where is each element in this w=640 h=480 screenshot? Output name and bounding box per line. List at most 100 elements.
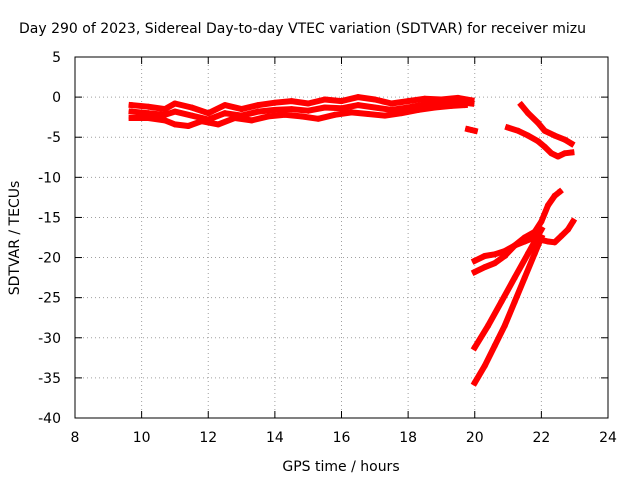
data-series: [128, 94, 475, 117]
data-point: [570, 218, 577, 225]
data-point: [145, 110, 152, 117]
data-point: [161, 111, 168, 118]
data-point: [145, 103, 152, 110]
x-tick-label: 8: [71, 430, 80, 446]
y-tick-label: -15: [38, 210, 61, 226]
ticks-layer: 8 10 12 14 16 18 20 22 24 5 0 -5 -10 -15 -20 -25 -30 -35 -…: [38, 50, 617, 446]
data-point: [551, 192, 558, 199]
data-point: [128, 108, 135, 115]
chart-title: Day 290 of 2023, Sidereal Day-to-day VTE…: [19, 21, 586, 37]
y-tick-label: -25: [38, 291, 61, 307]
data-point: [501, 252, 508, 259]
data-point: [501, 322, 508, 329]
data-point: [305, 107, 312, 114]
data-point: [248, 117, 255, 124]
data-point: [338, 98, 345, 105]
data-point: [511, 242, 518, 249]
x-axis-label: GPS time / hours: [282, 459, 399, 475]
data-point: [471, 268, 478, 275]
y-tick-label: -10: [38, 170, 61, 186]
data-point: [535, 119, 542, 126]
data-point: [355, 102, 362, 109]
data-point: [128, 102, 135, 109]
data-series: [128, 101, 468, 129]
data-point: [461, 102, 468, 109]
data-series: [470, 233, 546, 387]
data-point: [561, 136, 568, 143]
data-point: [518, 102, 525, 109]
data-point: [281, 111, 288, 118]
data-point: [221, 102, 228, 109]
data-point: [305, 100, 312, 107]
x-tick-label: 14: [266, 430, 284, 446]
y-tick-label: -30: [38, 331, 61, 347]
data-point: [561, 150, 568, 157]
x-tick-label: 10: [133, 430, 151, 446]
data-point: [371, 96, 378, 103]
data-point: [145, 114, 152, 121]
data-point: [448, 102, 455, 109]
x-tick-label: 20: [466, 430, 484, 446]
data-point: [171, 108, 178, 115]
data-point: [231, 114, 238, 121]
y-tick-label: -5: [47, 130, 61, 146]
data-point: [338, 105, 345, 112]
x-tick-label: 18: [399, 430, 417, 446]
data-point: [565, 226, 572, 233]
data-point: [555, 153, 562, 160]
data-point: [255, 102, 262, 109]
data-point: [481, 264, 488, 271]
data-point: [171, 100, 178, 107]
data-point: [556, 188, 563, 195]
data-point: [538, 226, 545, 233]
data-point: [288, 98, 295, 105]
data-point: [421, 95, 428, 102]
data-point: [271, 99, 278, 106]
data-point: [238, 106, 245, 113]
data-point: [521, 234, 528, 241]
data-point: [551, 239, 558, 246]
data-point: [321, 104, 328, 111]
data-point: [541, 127, 548, 134]
data-point: [471, 379, 478, 386]
data-point: [535, 138, 542, 145]
data-point: [471, 257, 478, 264]
data-point: [548, 150, 555, 157]
data-point: [481, 362, 488, 369]
y-axis-label: SDTVAR / TECUs: [7, 181, 23, 296]
data-point: [185, 122, 192, 129]
data-point: [348, 109, 355, 116]
data-point: [298, 113, 305, 120]
data-point: [415, 106, 422, 113]
data-point: [521, 274, 528, 281]
data-point: [171, 121, 178, 128]
data-point: [188, 104, 195, 111]
data-point: [525, 110, 532, 117]
data-point: [161, 106, 168, 113]
data-point: [471, 344, 478, 351]
data-point: [205, 110, 212, 117]
data-point: [491, 251, 498, 258]
data-point: [255, 108, 262, 115]
data-point: [525, 132, 532, 139]
data-point: [511, 274, 518, 281]
y-tick-label: 5: [52, 50, 61, 66]
data-point: [271, 106, 278, 113]
y-tick-label: -40: [38, 411, 61, 427]
x-tick-label: 22: [532, 430, 550, 446]
data-point: [515, 127, 522, 134]
data-point: [481, 252, 488, 259]
data-point: [468, 100, 475, 107]
data-point: [315, 115, 322, 122]
data-point: [188, 112, 195, 119]
data-series: [128, 98, 475, 123]
data-point: [531, 250, 538, 257]
data-point: [405, 98, 412, 105]
data-point: [221, 110, 228, 117]
data-point: [558, 232, 565, 239]
data-series: [470, 225, 546, 352]
data-point: [498, 298, 505, 305]
data-point: [545, 238, 552, 245]
data-point: [568, 140, 575, 147]
data-point: [128, 114, 135, 121]
